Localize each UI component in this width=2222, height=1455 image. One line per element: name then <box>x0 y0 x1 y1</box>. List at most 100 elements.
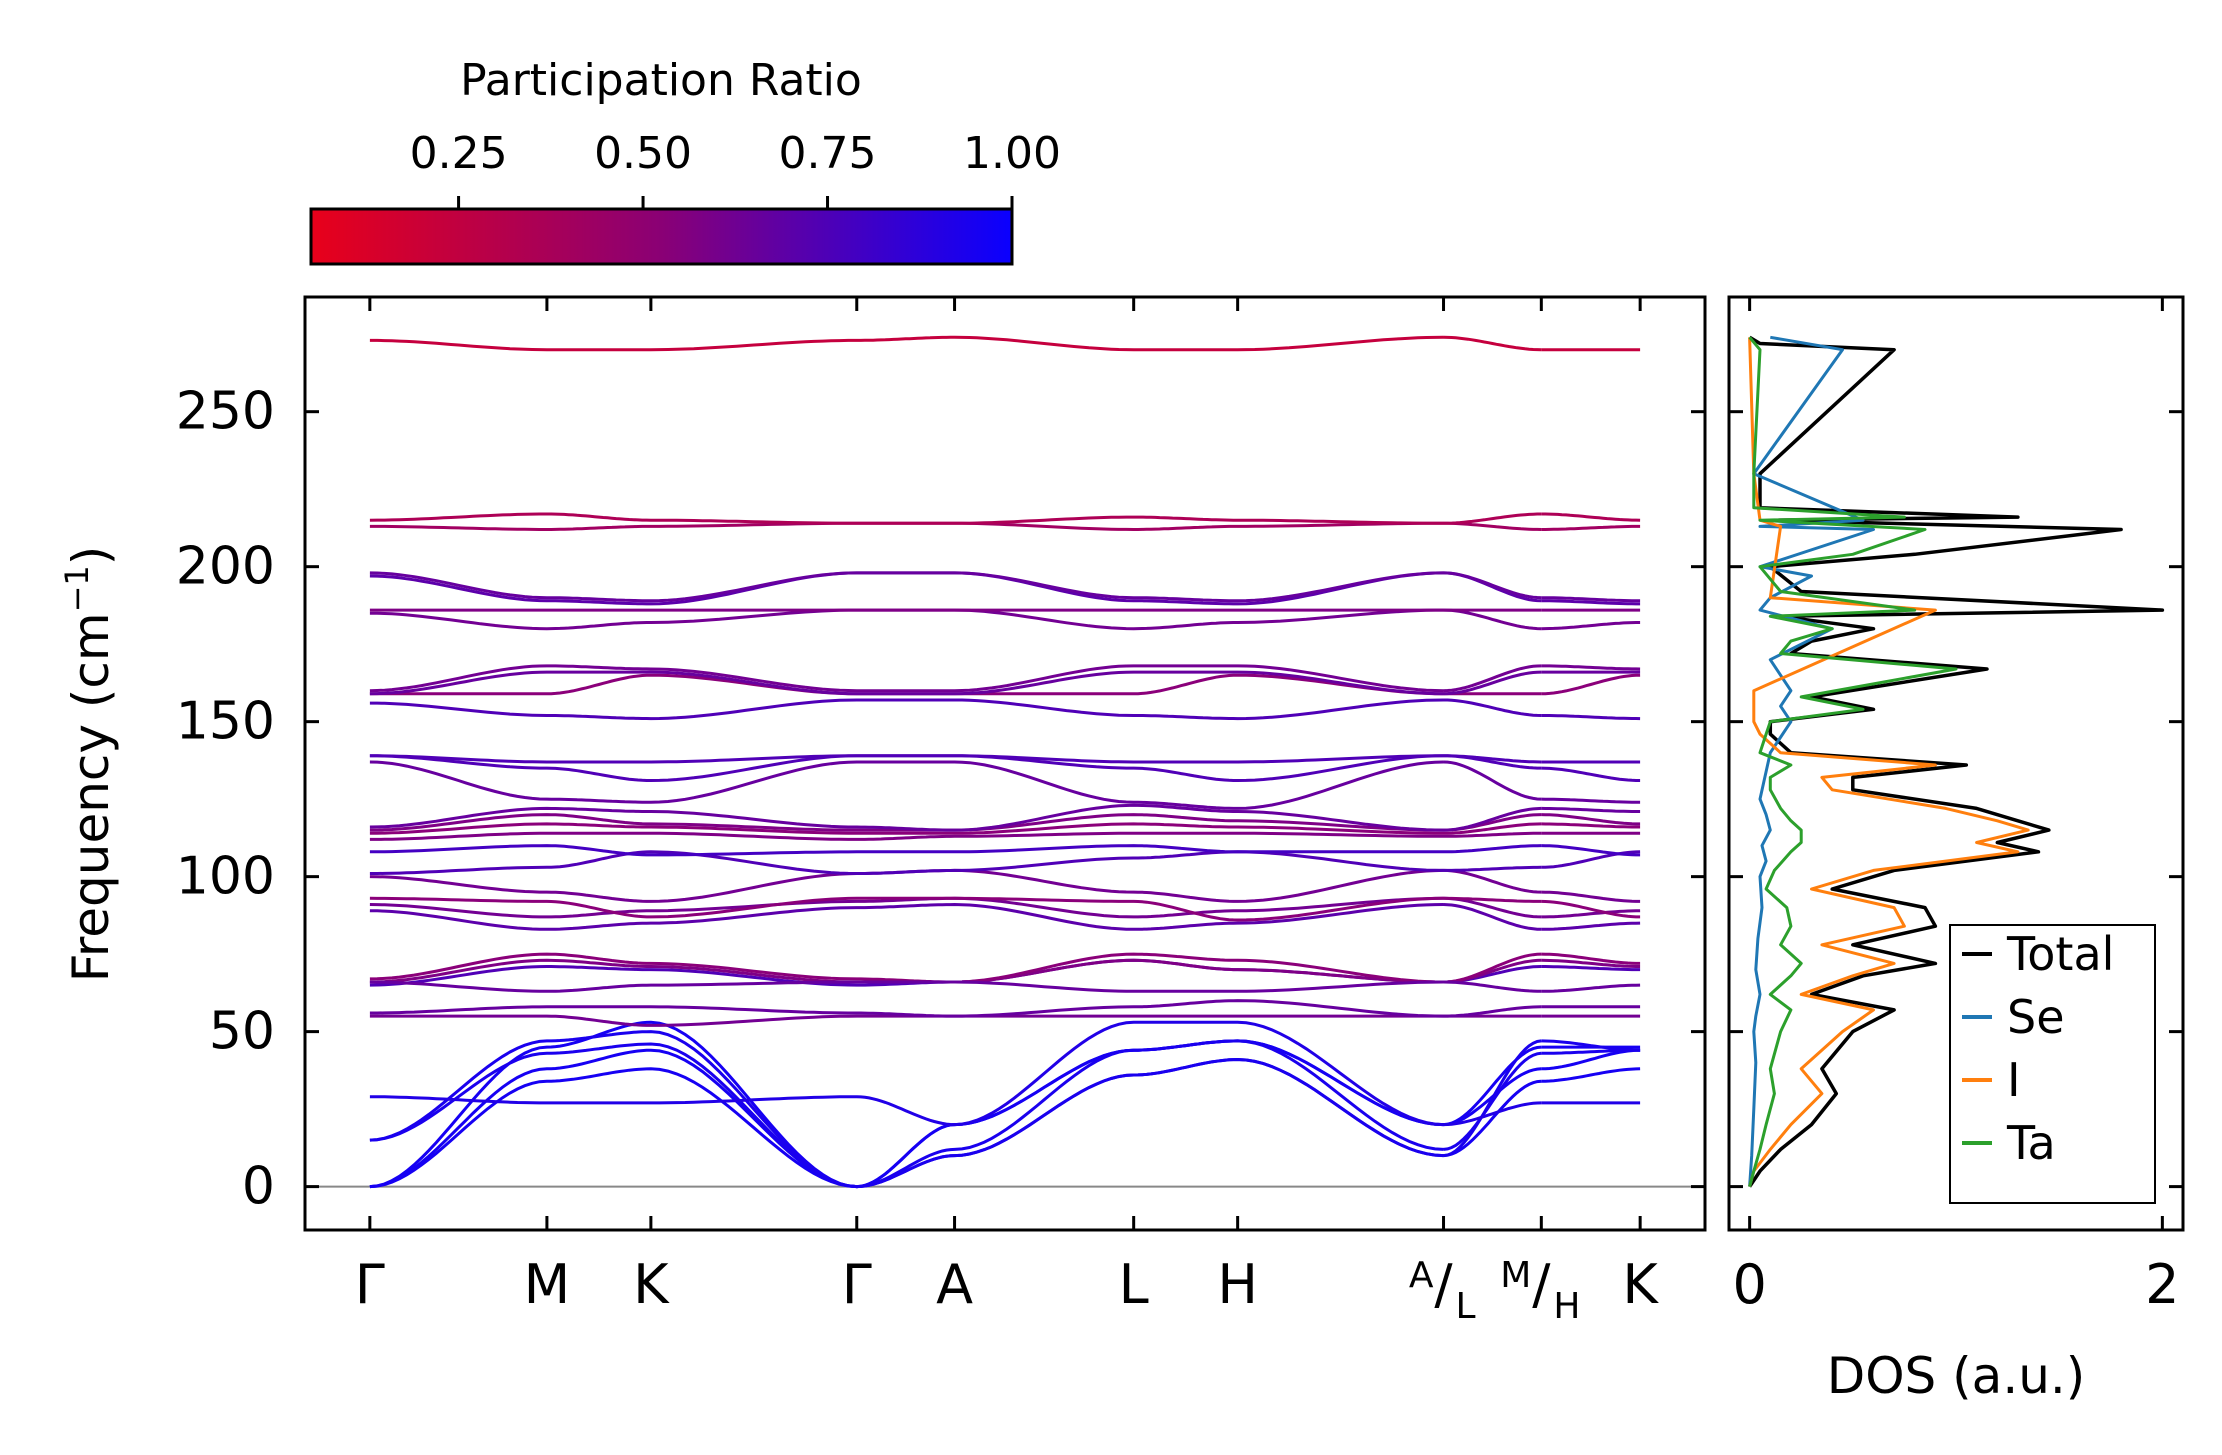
phonon-branch <box>1443 571 1542 600</box>
dos-x-tick-label: 0 <box>1732 1253 1766 1316</box>
phonon-branch <box>369 1039 1444 1189</box>
phonon-branch <box>1541 596 1641 603</box>
phonon-branch <box>369 902 1444 931</box>
x-tick-label: Γ <box>355 1253 385 1316</box>
dos-lines <box>1748 335 2165 1188</box>
phonon-branch <box>1541 813 1641 826</box>
phonon-branch <box>369 850 1444 875</box>
x-tick-label-top: M <box>1500 1255 1531 1296</box>
x-tick-label: K <box>1622 1253 1659 1316</box>
phonon-branch <box>1443 335 1542 352</box>
x-tick-label-top: A <box>1409 1255 1434 1296</box>
dos-x-axis-label: DOS (a.u.) <box>1827 1347 2086 1405</box>
phonon-branch <box>369 335 1444 352</box>
dos-series-total <box>1748 335 2165 1188</box>
y-tick-label: 50 <box>209 1002 275 1062</box>
phonon-branch <box>1443 903 1542 931</box>
y-tick-label: 0 <box>242 1157 275 1217</box>
phonon-branch <box>1443 1079 1542 1158</box>
phonon-branch <box>369 571 1444 603</box>
phonon-branch <box>1541 621 1641 631</box>
phonon-branch <box>1443 844 1542 854</box>
phonon-branch <box>1541 1048 1641 1055</box>
phonon-branch <box>1443 980 1542 993</box>
phonon-branch <box>369 1039 1444 1189</box>
band-y-axis: 0 50 100 150 200 250 <box>176 382 1705 1217</box>
phonon-branch <box>1541 797 1641 804</box>
y-tick-label: 250 <box>176 382 275 442</box>
x-tick-label: K <box>633 1253 670 1316</box>
phonon-branch <box>369 608 1444 631</box>
y-label-superscript: −1 <box>58 565 96 612</box>
phonon-branch <box>1541 512 1641 522</box>
phonon-branch <box>1443 958 1542 984</box>
phonon-branch <box>369 844 1444 857</box>
phonon-branch <box>369 1020 1444 1189</box>
phonon-branch <box>1541 909 1641 919</box>
band-x-axis: Γ M K Γ A L H A / LM / H K <box>355 297 1659 1327</box>
x-tick-label-bottom: L <box>1456 1286 1476 1327</box>
phonon-branch <box>1541 766 1641 782</box>
phonon-branch <box>1443 512 1542 525</box>
phonon-branch <box>1443 670 1542 696</box>
phonon-branch <box>1443 865 1542 872</box>
colorbar-label: Participation Ratio <box>460 55 862 106</box>
phonon-branch <box>1443 1101 1542 1127</box>
phonon-branch <box>1541 952 1641 965</box>
phonon-branch <box>1541 958 1641 968</box>
phonon-branch <box>1443 952 1542 984</box>
phonon-branch <box>1541 1067 1641 1083</box>
phonon-branch <box>369 664 1444 693</box>
phonon-branch <box>1443 608 1542 631</box>
phonon-branch <box>369 896 1444 922</box>
x-tick-label: H <box>1217 1253 1258 1316</box>
phonon-branch <box>1541 983 1641 993</box>
legend-frame <box>1949 924 2156 1204</box>
colorbar: Participation Ratio 0.25 0.50 0.75 1.00 <box>309 55 1061 266</box>
phonon-branch <box>369 822 1444 835</box>
phonon-branch <box>369 512 1444 525</box>
dos-series-i <box>1748 337 2030 1187</box>
x-tick-label: Γ <box>842 1253 872 1316</box>
legend-label-i: I <box>2007 1053 2021 1107</box>
phonon-branch <box>1443 521 1542 531</box>
legend: Total Se I Ta <box>1949 924 2156 1204</box>
band-lines <box>305 335 1705 1189</box>
x-tick-split-label: M / H <box>1500 1253 1580 1327</box>
phonon-branch <box>369 896 1444 919</box>
phonon-branch <box>369 1014 1444 1027</box>
colorbar-ticks: 0.25 0.50 0.75 1.00 <box>410 128 1061 264</box>
phonon-branch <box>1443 896 1542 903</box>
phonon-branch <box>1541 822 1641 829</box>
phonon-branch <box>1443 664 1542 693</box>
phonon-branch <box>369 980 1444 993</box>
phonon-branch <box>1541 890 1641 903</box>
band-plot-frame <box>303 295 1707 1232</box>
phonon-branch <box>1541 899 1641 919</box>
phonon-branch <box>369 1030 1444 1189</box>
dos-series-se <box>1748 335 1875 1187</box>
dos-series-ta <box>1748 336 1958 1187</box>
y-label-close: ) <box>62 546 120 566</box>
phonon-branch <box>1541 965 1641 972</box>
phonon-branch <box>369 1020 1444 1127</box>
phonon-branch <box>1541 844 1641 857</box>
colorbar-tick-label: 1.00 <box>963 128 1061 179</box>
phonon-branch <box>1541 714 1641 721</box>
phonon-branch <box>1443 760 1542 801</box>
phonon-branch <box>1443 1005 1542 1018</box>
phonon-branch <box>1541 921 1641 931</box>
colorbar-tick-label: 0.25 <box>410 128 508 179</box>
phonon-branch <box>1443 822 1542 835</box>
x-tick-label-bottom: H <box>1553 1286 1580 1327</box>
x-tick-label: A <box>936 1253 973 1316</box>
legend-label-total: Total <box>2006 927 2114 981</box>
y-tick-label: 150 <box>176 692 275 752</box>
phonon-branch <box>1443 698 1542 717</box>
phonon-branch <box>369 868 1444 903</box>
phonon-branch <box>369 670 1444 696</box>
phonon-branch <box>1541 664 1641 671</box>
